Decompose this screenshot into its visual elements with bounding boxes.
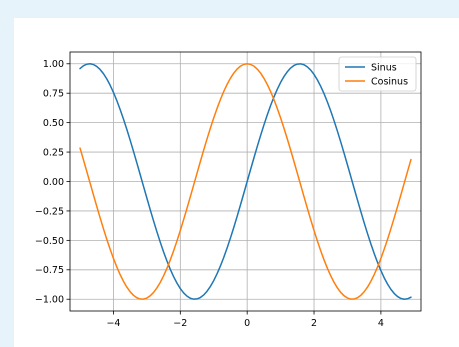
x-tick-label: 0 [244,318,250,329]
y-tick-label: −0.75 [35,265,64,276]
y-tick-label: 0.00 [43,177,64,188]
y-tick-label: 0.25 [43,147,64,158]
legend-box [338,56,417,92]
series-layer [79,63,412,300]
series-line-cosinus [79,63,412,300]
legend: Sinus Cosinus [338,56,417,92]
series-line-sinus [79,63,412,300]
y-tick-label: 0.50 [43,118,64,129]
tick-layer: −4 −2 0 2 4 1.00 0.75 0.50 0.25 0.00 −0.25 −0.50 −0.… [35,59,384,329]
x-tick-label: 4 [378,318,384,329]
legend-label-sinus: Sinus [371,63,397,74]
legend-label-cosinus: Cosinus [371,77,408,88]
y-tick-label: 1.00 [43,59,64,70]
x-tick-label: −2 [173,318,187,329]
y-tick-label: −0.25 [35,206,64,217]
y-tick-label: −0.50 [35,236,64,247]
y-tick-label: 0.75 [43,89,64,100]
y-tick-label: −1.00 [35,295,64,306]
x-tick-label: 2 [311,318,317,329]
x-tick-label: −4 [106,318,120,329]
